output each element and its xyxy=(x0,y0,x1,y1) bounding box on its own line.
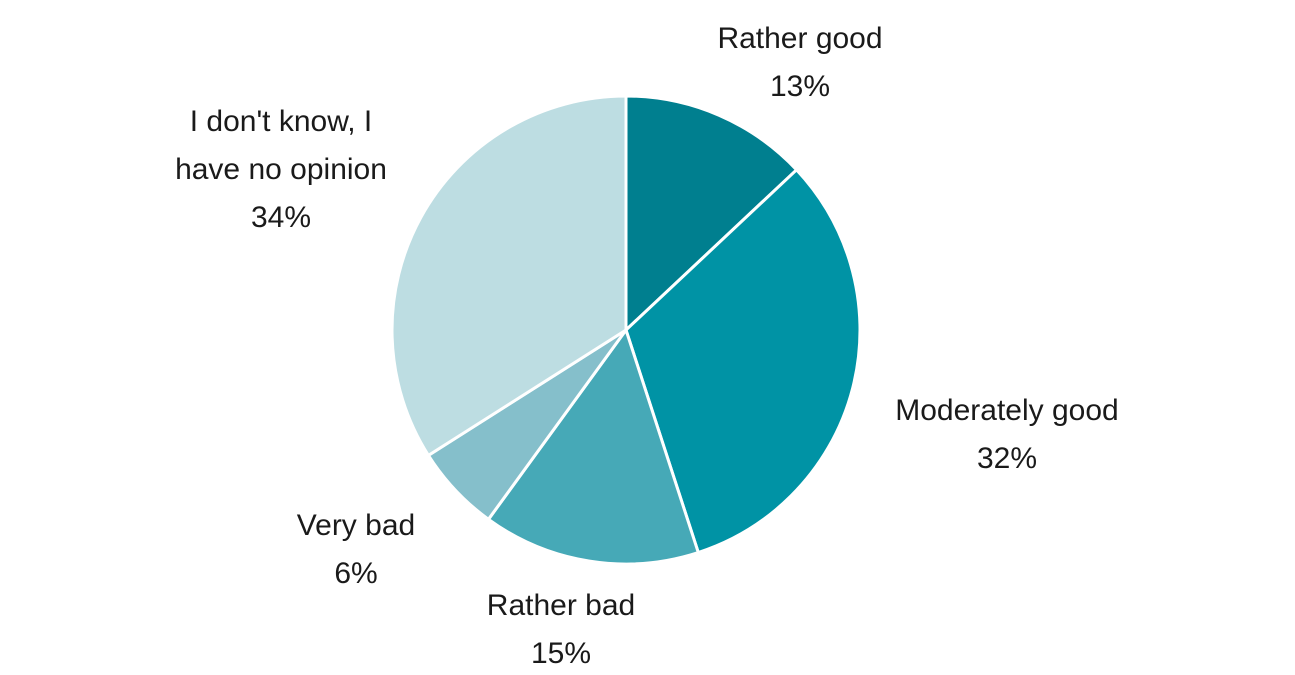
pie-slice-moderately-good xyxy=(624,168,862,555)
slice-category-label: Moderately good xyxy=(895,394,1118,427)
slice-label-rather-good: Rather good 13% xyxy=(717,22,882,103)
slice-category-label: Rather good xyxy=(717,22,882,55)
slice-value-label: 32% xyxy=(977,442,1037,475)
slice-value-label: 13% xyxy=(770,70,830,103)
slice-value-label: 34% xyxy=(251,201,311,234)
slice-category-label: Rather bad xyxy=(487,589,635,622)
pie-slice-rather-bad xyxy=(486,328,700,566)
slice-category-label: I don't know, I xyxy=(190,105,373,138)
slice-label-rather-bad: Rather bad 15% xyxy=(487,589,635,670)
slice-label-very-bad: Very bad 6% xyxy=(297,509,415,590)
slice-category-label: have no opinion xyxy=(175,153,387,186)
pie-slices xyxy=(390,94,862,566)
pie-slice-i-don-t-know-i-have-no-opinion xyxy=(390,94,628,457)
pie-labels: Rather good 13% Moderately good 32% Rather b… xyxy=(175,22,1119,670)
slice-value-label: 6% xyxy=(334,557,377,590)
slice-label-moderately-good: Moderately good 32% xyxy=(895,394,1118,475)
slice-label-i-don-t-know-i-have-no-opinion: I don't know, I have no opinion 34% xyxy=(175,105,387,234)
slice-category-label: Very bad xyxy=(297,509,415,542)
pie-slice-rather-good xyxy=(624,94,799,332)
slice-value-label: 15% xyxy=(531,637,591,670)
